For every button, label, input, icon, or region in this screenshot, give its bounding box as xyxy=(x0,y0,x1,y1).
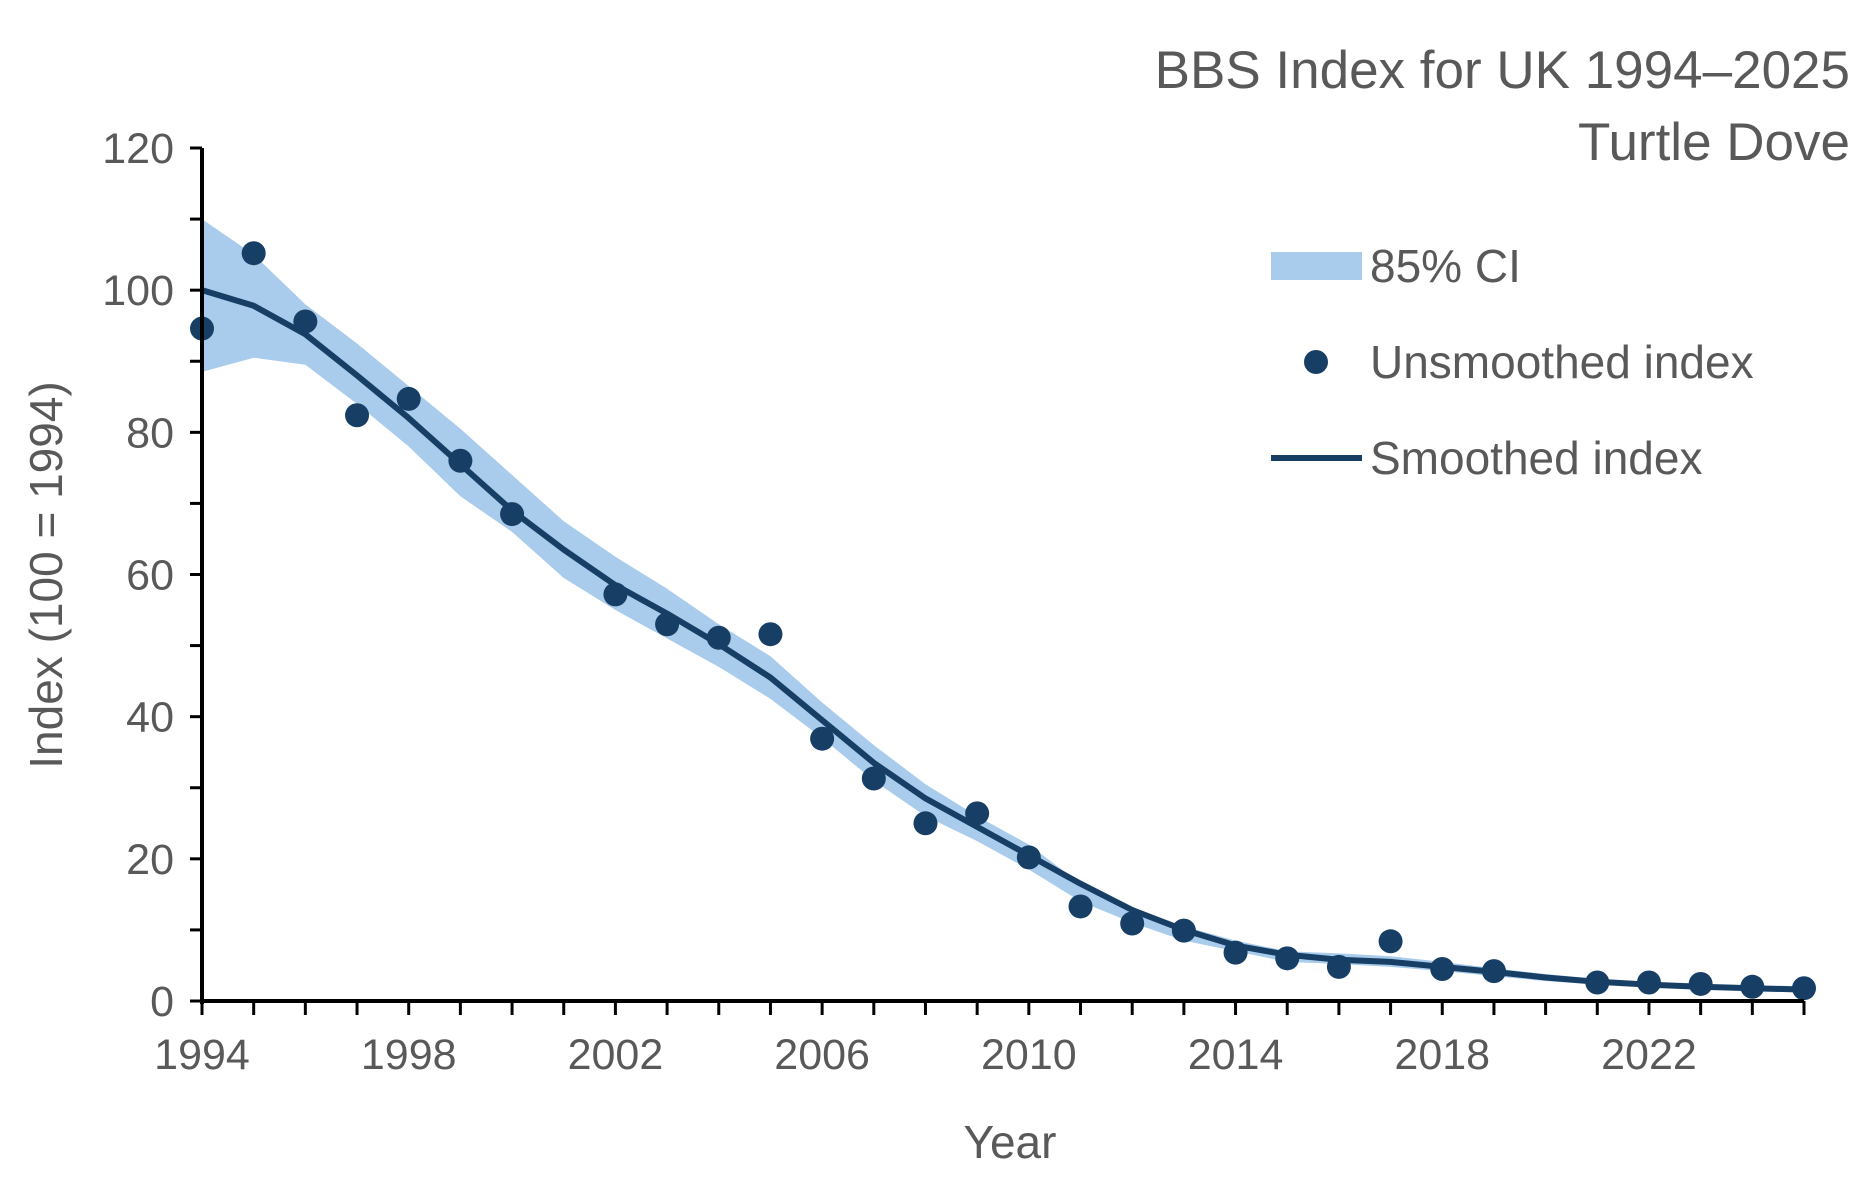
unsmoothed-point-2017 xyxy=(1378,929,1403,954)
unsmoothed-point-2018 xyxy=(1430,957,1455,982)
x-tick-label: 2002 xyxy=(568,1031,664,1079)
unsmoothed-point-2013 xyxy=(1171,918,1196,943)
unsmoothed-point-2009 xyxy=(965,801,990,826)
x-tick-label: 2018 xyxy=(1394,1031,1490,1079)
unsmoothed-point-2019 xyxy=(1481,959,1506,984)
chart-title: BBS Index for UK 1994–2025 xyxy=(1155,41,1850,100)
unsmoothed-point-2004 xyxy=(706,625,731,650)
legend: 85% CI Unsmoothed index Smoothed index xyxy=(1271,240,1754,484)
unsmoothed-point-1995 xyxy=(241,241,266,266)
x-tick-label: 2010 xyxy=(981,1031,1077,1079)
legend-ci-label: 85% CI xyxy=(1370,240,1521,292)
legend-ci-swatch xyxy=(1271,252,1362,280)
unsmoothed-point-2016 xyxy=(1326,954,1351,979)
y-tick-label: 120 xyxy=(102,125,174,173)
unsmoothed-point-2006 xyxy=(810,726,835,751)
x-tick-label: 2006 xyxy=(774,1031,870,1079)
unsmoothed-point-2005 xyxy=(758,622,783,647)
unsmoothed-point-2012 xyxy=(1120,911,1145,936)
y-tick-label: 0 xyxy=(150,978,174,1026)
unsmoothed-point-2024 xyxy=(1740,974,1765,999)
unsmoothed-point-2011 xyxy=(1068,894,1093,919)
chart-subtitle: Turtle Dove xyxy=(1578,113,1850,172)
unsmoothed-point-2022 xyxy=(1636,970,1661,995)
x-axis-label: Year xyxy=(964,1116,1057,1168)
x-tick-label: 1994 xyxy=(154,1031,250,1079)
y-tick-label: 40 xyxy=(126,694,174,742)
unsmoothed-point-2007 xyxy=(861,766,886,791)
unsmoothed-point-1999 xyxy=(448,448,473,473)
unsmoothed-point-1996 xyxy=(293,309,318,334)
y-tick-label: 20 xyxy=(126,836,174,884)
x-tick-label: 2014 xyxy=(1188,1031,1284,1079)
y-tick-label: 60 xyxy=(126,552,174,600)
unsmoothed-point-1997 xyxy=(345,403,370,428)
x-tick-label: 1998 xyxy=(361,1031,457,1079)
unsmoothed-point-2002 xyxy=(603,582,628,607)
x-tick-label: 2022 xyxy=(1601,1031,1697,1079)
smoothed-line xyxy=(201,287,1805,993)
y-axis-label: Index (100 = 1994) xyxy=(20,381,72,768)
legend-unsmoothed-label: Unsmoothed index xyxy=(1370,336,1754,388)
unsmoothed-point-2010 xyxy=(1016,845,1041,870)
unsmoothed-point-2003 xyxy=(655,612,680,637)
unsmoothed-point-2025 xyxy=(1792,976,1816,1001)
y-tick-label: 100 xyxy=(102,267,174,315)
unsmoothed-point-2008 xyxy=(913,811,938,836)
unsmoothed-point-2023 xyxy=(1688,971,1713,996)
unsmoothed-point-1998 xyxy=(396,386,421,411)
unsmoothed-point-2014 xyxy=(1223,940,1248,965)
unsmoothed-point-2015 xyxy=(1275,946,1300,971)
legend-smoothed-label: Smoothed index xyxy=(1370,432,1702,484)
unsmoothed-point-2021 xyxy=(1585,970,1610,995)
y-tick-label: 80 xyxy=(126,409,174,457)
unsmoothed-point-2000 xyxy=(500,502,525,527)
legend-unsmoothed-marker xyxy=(1304,350,1328,374)
ci-band xyxy=(202,219,1804,992)
